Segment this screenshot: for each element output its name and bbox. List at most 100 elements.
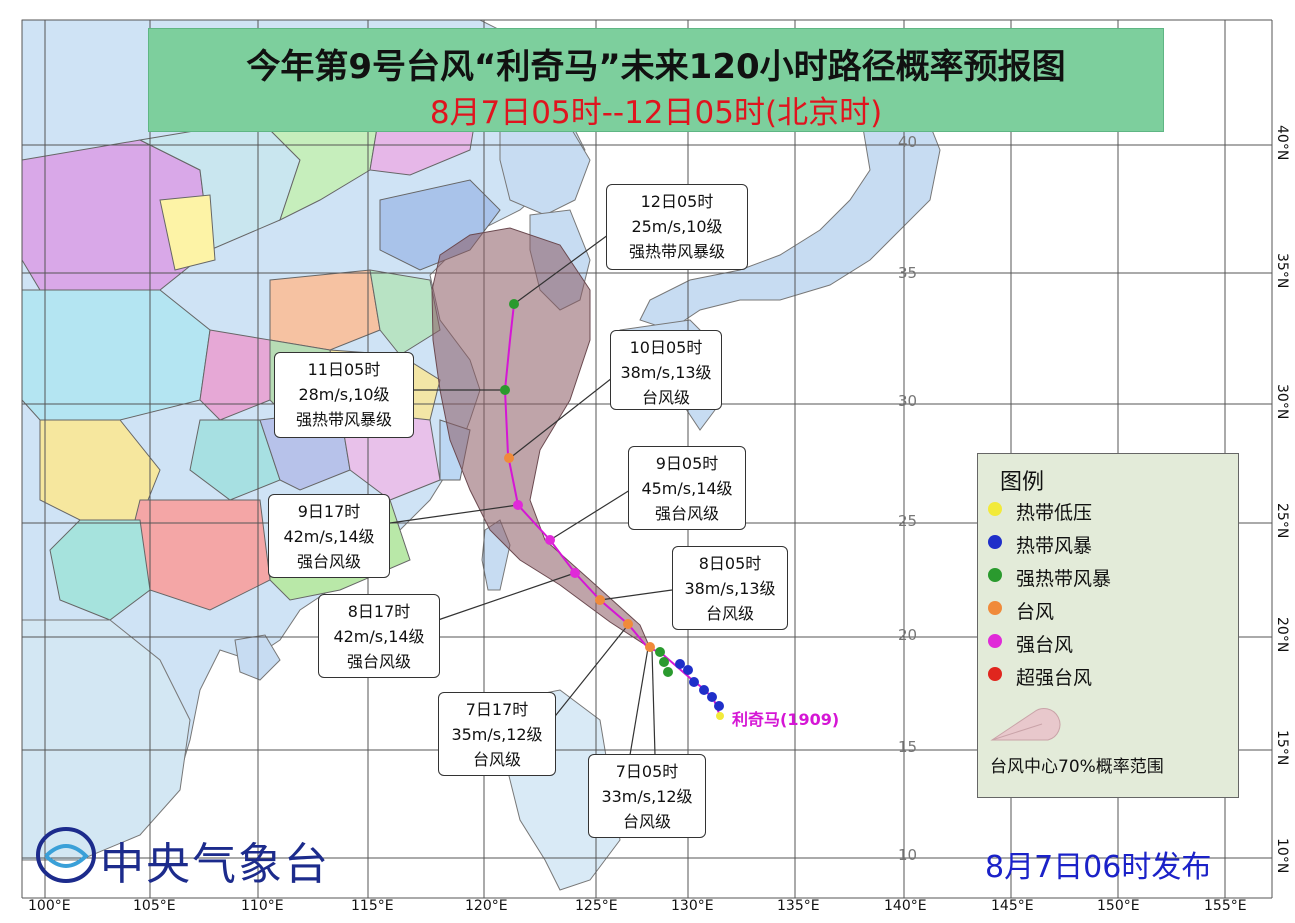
province-region [369, 269, 441, 356]
lat-label: 30°N [1274, 384, 1290, 420]
callout-level: 强热带风暴级 [628, 242, 725, 261]
track-point-ts [683, 665, 693, 675]
track-point-sts [659, 657, 669, 667]
track-point-sts [509, 299, 519, 309]
lat-label: 25°N [1274, 503, 1290, 539]
grid-number: 40 [898, 133, 918, 151]
track-point-ts [714, 701, 724, 711]
callout-wind: 25m/s,10级 [631, 217, 723, 236]
lon-label: 120°E [465, 898, 508, 914]
callout-level: 强热带风暴级 [295, 410, 392, 429]
track-point-sty [545, 535, 555, 545]
callout-wind: 33m/s,12级 [601, 787, 693, 806]
legend: 图例 热带低压 热带风暴 强热带风暴 台风 强台风 超强台风 台风中心70%概率… [977, 453, 1239, 798]
callout-time: 7日17时 [465, 700, 529, 719]
callout-wind: 35m/s,12级 [451, 725, 543, 744]
tropical-depression-icon [988, 502, 1002, 516]
lat-label: 35°N [1274, 253, 1290, 289]
map-title: 今年第9号台风“利奇马”未来120小时路径概率预报图 [246, 47, 1066, 87]
lon-label: 145°E [991, 898, 1034, 914]
track-point-ty [595, 595, 605, 605]
callout-time: 12日05时 [640, 192, 714, 211]
track-point-ts [689, 677, 699, 687]
vietnam-landmass [21, 619, 191, 861]
forecast-callout: 11日05时 28m/s,10级 强热带风暴级 [274, 352, 414, 438]
storm-name-label: 利奇马(1909) [732, 710, 840, 729]
callout-level: 强台风级 [296, 552, 361, 571]
callout-time: 9日17时 [297, 502, 361, 521]
lon-label: 105°E [133, 898, 176, 914]
title-banner: 今年第9号台风“利奇马”未来120小时路径概率预报图 8月7日05时--12日0… [148, 28, 1164, 132]
track-point-sty [513, 500, 523, 510]
callout-wind: 42m/s,14级 [333, 627, 425, 646]
cma-logo-icon [36, 827, 96, 883]
map-subtitle: 8月7日05时--12日05时(北京时) [429, 95, 883, 131]
track-point-ts [675, 659, 685, 669]
province-region [159, 194, 216, 271]
track-point-ty [504, 453, 514, 463]
publisher-name: 中央气象台 [100, 839, 330, 890]
callout-time: 8日17时 [347, 602, 411, 621]
province-region [199, 329, 271, 421]
lon-label: 110°E [241, 898, 284, 914]
callout-level: 强台风级 [346, 652, 411, 671]
callout-time: 9日05时 [655, 454, 719, 473]
tropical-storm-icon [988, 535, 1002, 549]
track-point-td [716, 712, 724, 720]
track-point-sts [663, 667, 673, 677]
lat-label: 40°N [1274, 125, 1290, 161]
typhoon-icon [988, 601, 1002, 615]
lat-label: 15°N [1274, 730, 1290, 766]
callout-time: 10日05时 [629, 338, 703, 357]
callout-time: 8日05时 [698, 554, 762, 573]
callout-level: 强台风级 [654, 504, 719, 523]
lon-label: 115°E [351, 898, 394, 914]
grid-number: 25 [898, 512, 918, 530]
track-point-ty [645, 642, 655, 652]
forecast-callout: 10日05时 38m/s,13级 台风级 [610, 330, 722, 410]
legend-item: 台风 [1016, 601, 1055, 623]
province-region [21, 289, 211, 421]
forecast-callout: 8日17时 42m/s,14级 强台风级 [318, 594, 440, 678]
callout-wind: 38m/s,13级 [620, 363, 712, 382]
callout-level: 台风级 [641, 388, 690, 407]
forecast-callout: 7日17时 35m/s,12级 台风级 [438, 692, 556, 776]
grid-number: 15 [898, 738, 918, 756]
lon-label: 140°E [884, 898, 927, 914]
forecast-callout: 9日05时 45m/s,14级 强台风级 [628, 446, 746, 530]
probability-cone-icon [990, 708, 1061, 741]
callout-wind: 38m/s,13级 [684, 579, 776, 598]
callout-wind: 28m/s,10级 [298, 385, 390, 404]
track-point-ts [699, 685, 709, 695]
track-points [500, 299, 724, 720]
lon-label: 125°E [575, 898, 618, 914]
super-typhoon-icon [988, 667, 1002, 681]
probability-cone [431, 227, 652, 650]
callout-level: 台风级 [705, 604, 754, 623]
forecast-callout: 7日05时 33m/s,12级 台风级 [588, 754, 706, 838]
track-point-ts [707, 692, 717, 702]
legend-item: 热带风暴 [1016, 535, 1093, 557]
callout-level: 台风级 [472, 750, 521, 769]
severe-typhoon-icon [988, 634, 1002, 648]
lat-label: 20°N [1274, 617, 1290, 653]
publish-time: 8月7日06时发布 [985, 850, 1212, 885]
track-point-sty [570, 568, 580, 578]
callout-wind: 42m/s,14级 [283, 527, 375, 546]
lon-label: 130°E [671, 898, 714, 914]
callout-level: 台风级 [622, 812, 671, 831]
lon-label: 135°E [777, 898, 820, 914]
lon-label: 150°E [1097, 898, 1140, 914]
track-point-sts [500, 385, 510, 395]
lon-label: 155°E [1204, 898, 1247, 914]
legend-item: 超强台风 [1016, 667, 1093, 689]
callout-time: 7日05时 [615, 762, 679, 781]
legend-item: 强热带风暴 [1016, 568, 1112, 590]
forecast-callout: 12日05时 25m/s,10级 强热带风暴级 [606, 184, 748, 270]
legend-item: 热带低压 [1016, 502, 1093, 524]
province-region [269, 269, 381, 351]
lon-label: 100°E [28, 898, 71, 914]
forecast-callout: 8日05时 38m/s,13级 台风级 [672, 546, 788, 630]
track-point-sts [655, 647, 665, 657]
legend-item: 强台风 [1016, 634, 1074, 656]
